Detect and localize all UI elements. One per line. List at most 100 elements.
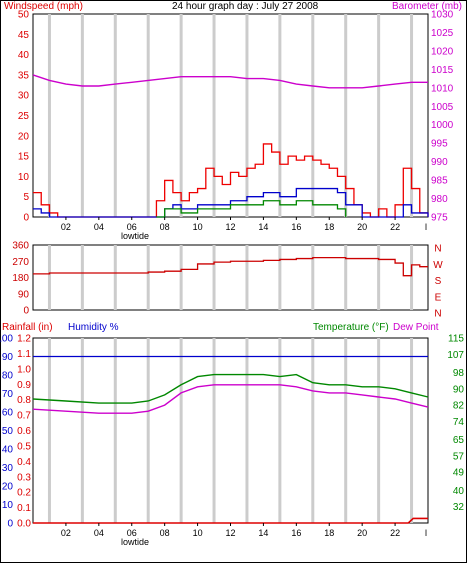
rainfall-tick-label: 0.5: [17, 441, 31, 452]
temperature-tick-label: 65: [453, 435, 465, 446]
temperature-tick-label: 40: [453, 486, 465, 497]
rainfall-tick-label: 1.0: [17, 364, 31, 375]
wind-panel-box: [32, 13, 429, 218]
x-tick-label: 08: [160, 222, 170, 232]
direction-tick-label: 0: [23, 306, 29, 317]
lowtide-label: lowtide: [121, 231, 149, 241]
direction-compass-letter: N: [434, 309, 441, 320]
barometer-tick-label: 1010: [431, 83, 454, 94]
windspeed-tick-label: 0: [23, 213, 29, 224]
barometer-tick-label: 1030: [431, 10, 454, 21]
graph-title: 24 hour graph day : July 27 2008: [172, 1, 319, 12]
rainfall-tick-label: 0.0: [17, 519, 31, 530]
direction-tick-label: 90: [18, 289, 30, 300]
rainfall-axis-title: Rainfall (in): [2, 322, 53, 333]
direction-tick-label: 270: [12, 257, 29, 268]
humidity-tick-label: 10: [2, 500, 14, 511]
x-tick-label: 14: [258, 528, 268, 538]
barometer-tick-label: 1020: [431, 46, 454, 57]
windspeed-tick-label: 50: [18, 10, 30, 21]
rainfall-tick-label: 1.2: [17, 334, 31, 345]
wind-direction-series: [33, 256, 428, 277]
barometer-tick-label: 975: [431, 213, 448, 224]
dewpoint-axis-title: Dew Point: [393, 322, 439, 333]
climate-panel-box: [32, 337, 429, 524]
x-tick-label: 12: [225, 222, 235, 232]
barometer-tick-label: 1025: [431, 28, 454, 39]
x-tick-label: 02: [61, 222, 71, 232]
temperature-tick-label: 90: [453, 384, 465, 395]
x-tick-label: 18: [324, 222, 334, 232]
direction-compass-letter: E: [435, 292, 442, 303]
windspeed-tick-label: 15: [18, 152, 30, 163]
barometer-tick-label: 995: [431, 139, 448, 150]
humidity-tick-label: 60: [2, 408, 14, 419]
x-tick-label: 12: [225, 528, 235, 538]
x-tick-label: 06: [127, 222, 137, 232]
humidity-tick-label: 0: [7, 519, 13, 530]
rainfall-tick-label: 0.2: [17, 488, 31, 499]
windspeed-tick-label: 40: [18, 50, 30, 61]
direction-compass-letter: N: [434, 244, 441, 255]
direction-tick-label: 180: [12, 273, 29, 284]
temperature-tick-label: 82: [453, 401, 465, 412]
barometer-tick-label: 1005: [431, 102, 454, 113]
temperature-tick-label: 57: [453, 451, 465, 462]
rainfall-tick-label: 0.9: [17, 380, 31, 391]
direction-tick-label: 360: [12, 241, 29, 252]
barometer-tick-label: 980: [431, 194, 448, 205]
humidity-tick-label: 30: [2, 463, 14, 474]
windspeed-axis-title: Windspeed (mph): [4, 1, 83, 12]
x-tick-label: 16: [291, 222, 301, 232]
x-tick-label: 02: [61, 528, 71, 538]
temperature-axis-title: Temperature (°F): [313, 322, 389, 333]
barometer-series: [32, 74, 428, 89]
temperature-tick-label: 74: [453, 417, 465, 428]
dewpoint-series: [32, 384, 429, 414]
rainfall-tick-label: 0.6: [17, 426, 31, 437]
x-tick-label: 06: [127, 528, 137, 538]
temperature-tick-label: 49: [453, 468, 465, 479]
temperature-tick-label: 32: [453, 502, 465, 513]
barometer-tick-label: 990: [431, 157, 448, 168]
x-tick-label: 10: [193, 528, 203, 538]
windspeed-tick-label: 20: [18, 131, 30, 142]
x-tick-label: 16: [291, 528, 301, 538]
temperature-tick-label: 107: [447, 350, 464, 361]
humidity-tick-label: 80: [2, 371, 14, 382]
x-tick-label: 22: [390, 528, 400, 538]
humidity-tick-label: 100: [0, 334, 13, 345]
barometer-tick-label: 985: [431, 176, 448, 187]
humidity-axis-title: Humidity %: [68, 322, 119, 333]
x-tick-label: 08: [160, 528, 170, 538]
wind-low-series: [156, 200, 347, 218]
x-tick-label: 04: [94, 222, 104, 232]
direction-compass-letter: S: [435, 276, 442, 287]
x-tick-label: l: [425, 222, 427, 232]
humidity-tick-label: 40: [2, 445, 14, 456]
windspeed-tick-label: 35: [18, 70, 30, 81]
x-tick-label: 10: [193, 222, 203, 232]
x-tick-label: l: [425, 528, 427, 538]
direction-compass-letter: W: [433, 260, 443, 271]
barometer-axis-title: Barometer (mb): [392, 1, 462, 12]
humidity-tick-label: 70: [2, 389, 14, 400]
windspeed-tick-label: 30: [18, 91, 30, 102]
rainfall-tick-label: 0.7: [17, 411, 31, 422]
rainfall-tick-label: 0.8: [17, 395, 31, 406]
humidity-tick-label: 50: [2, 426, 14, 437]
x-tick-label: 22: [390, 222, 400, 232]
rainfall-series: [33, 517, 428, 524]
barometer-tick-label: 1015: [431, 65, 454, 76]
x-tick-label: 20: [357, 222, 367, 232]
temperature-series: [32, 373, 429, 404]
rainfall-tick-label: 0.3: [17, 472, 31, 483]
lowtide-label: lowtide: [121, 537, 149, 547]
x-tick-label: 18: [324, 528, 334, 538]
temperature-tick-label: 115: [448, 334, 464, 345]
rainfall-tick-label: 0.4: [17, 457, 31, 468]
barometer-tick-label: 1000: [431, 120, 454, 131]
rainfall-tick-label: 0.1: [17, 503, 31, 514]
humidity-tick-label: 90: [2, 352, 14, 363]
